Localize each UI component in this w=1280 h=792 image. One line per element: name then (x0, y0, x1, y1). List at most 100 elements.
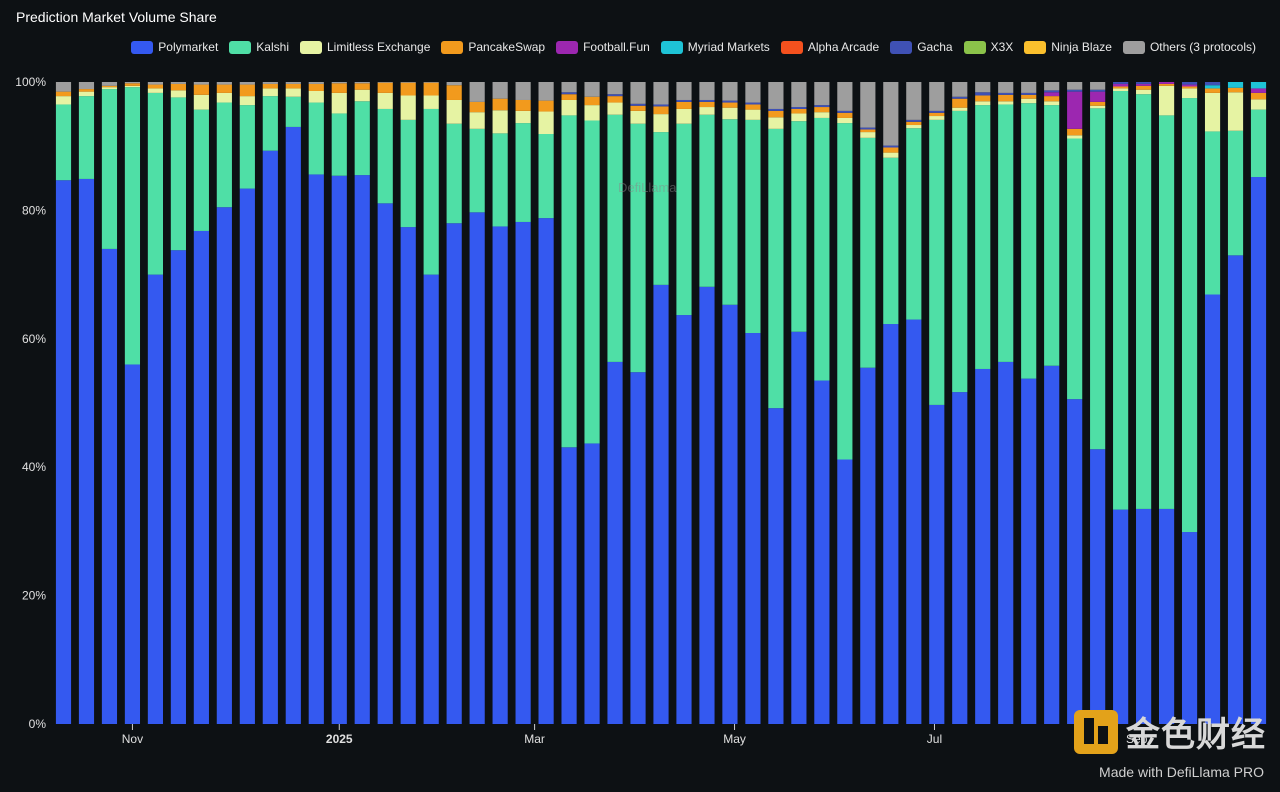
bar-segment[interactable] (239, 84, 255, 97)
bar-segment[interactable] (1067, 82, 1083, 90)
bar-segment[interactable] (653, 104, 669, 107)
bar-segment[interactable] (768, 117, 784, 129)
bar-segment[interactable] (998, 104, 1014, 362)
bar-segment[interactable] (860, 127, 876, 130)
bar-segment[interactable] (745, 102, 761, 105)
bar-segment[interactable] (722, 102, 738, 108)
bar-segment[interactable] (1090, 82, 1106, 90)
bar-segment[interactable] (699, 99, 715, 102)
bar-segment[interactable] (331, 92, 347, 114)
bar-segment[interactable] (1113, 509, 1129, 724)
bar-segment[interactable] (354, 89, 370, 102)
bar-segment[interactable] (469, 112, 485, 129)
bar-segment[interactable] (124, 83, 141, 86)
bar-segment[interactable] (308, 174, 324, 724)
bar-segment[interactable] (354, 83, 370, 90)
bar-segment[interactable] (906, 319, 922, 724)
bar-segment[interactable] (193, 109, 209, 231)
bar-segment[interactable] (699, 286, 715, 724)
bar-segment[interactable] (768, 110, 784, 118)
bar-segment[interactable] (78, 91, 95, 97)
bar-segment[interactable] (377, 82, 393, 83)
bar-segment[interactable] (929, 404, 945, 724)
bar-segment[interactable] (906, 121, 922, 126)
legend-item[interactable]: X3X (963, 40, 1013, 54)
bar-segment[interactable] (492, 98, 508, 111)
bar-segment[interactable] (1181, 532, 1198, 724)
bar-segment[interactable] (906, 125, 922, 129)
bar-segment[interactable] (722, 82, 738, 101)
bar-segment[interactable] (1090, 101, 1106, 106)
bar-segment[interactable] (1090, 89, 1106, 92)
bar-segment[interactable] (55, 82, 72, 92)
bar-segment[interactable] (1227, 255, 1244, 724)
bar-segment[interactable] (699, 101, 715, 108)
bar-segment[interactable] (998, 92, 1014, 95)
bar-segment[interactable] (216, 82, 232, 85)
bar-segment[interactable] (262, 82, 278, 84)
bar-segment[interactable] (837, 123, 853, 460)
bar-segment[interactable] (1044, 92, 1060, 97)
bar-segment[interactable] (1250, 109, 1267, 178)
bar-segment[interactable] (1204, 294, 1221, 725)
bar-segment[interactable] (975, 95, 991, 102)
bar-segment[interactable] (791, 107, 807, 109)
bar-segment[interactable] (952, 98, 968, 108)
bar-segment[interactable] (170, 97, 186, 251)
bar-segment[interactable] (607, 96, 623, 103)
bar-segment[interactable] (1136, 94, 1152, 509)
bar-segment[interactable] (699, 82, 715, 100)
bar-segment[interactable] (1113, 86, 1129, 89)
bar-segment[interactable] (101, 85, 118, 88)
bar-segment[interactable] (1250, 92, 1267, 100)
bar-segment[interactable] (584, 443, 600, 724)
bar-segment[interactable] (1159, 82, 1175, 84)
bar-segment[interactable] (975, 105, 991, 369)
bar-segment[interactable] (124, 364, 141, 724)
bar-segment[interactable] (929, 119, 945, 405)
bar-segment[interactable] (400, 82, 416, 96)
bar-segment[interactable] (607, 114, 623, 362)
bar-segment[interactable] (1136, 89, 1152, 95)
bar-segment[interactable] (906, 82, 922, 120)
bar-segment[interactable] (745, 82, 761, 103)
bar-segment[interactable] (1227, 82, 1244, 88)
bar-segment[interactable] (492, 110, 508, 134)
bar-segment[interactable] (469, 101, 485, 113)
bar-segment[interactable] (55, 91, 72, 97)
bar-segment[interactable] (1136, 85, 1152, 90)
bar-segment[interactable] (814, 380, 830, 724)
bar-segment[interactable] (170, 83, 186, 91)
bar-segment[interactable] (1021, 98, 1037, 104)
bar-segment[interactable] (791, 113, 807, 122)
bar-segment[interactable] (630, 82, 646, 104)
bar-segment[interactable] (883, 145, 899, 148)
bar-segment[interactable] (147, 88, 163, 93)
bar-segment[interactable] (1044, 101, 1060, 106)
bar-segment[interactable] (101, 248, 118, 725)
bar-segment[interactable] (584, 96, 600, 106)
bar-segment[interactable] (308, 102, 324, 175)
bar-segment[interactable] (423, 108, 439, 275)
bar-segment[interactable] (630, 105, 646, 111)
bar-segment[interactable] (78, 82, 95, 90)
bar-segment[interactable] (400, 95, 416, 120)
bar-segment[interactable] (1090, 108, 1106, 450)
bar-segment[interactable] (285, 88, 301, 97)
bar-segment[interactable] (814, 112, 830, 118)
bar-segment[interactable] (400, 82, 416, 83)
bar-segment[interactable] (124, 85, 141, 88)
bar-segment[interactable] (952, 107, 968, 111)
bar-segment[interactable] (1181, 86, 1198, 89)
bar-segment[interactable] (55, 180, 72, 725)
bar-segment[interactable] (1044, 96, 1060, 102)
bar-segment[interactable] (78, 96, 95, 179)
bar-segment[interactable] (768, 108, 784, 111)
bar-segment[interactable] (193, 94, 209, 110)
bar-segment[interactable] (584, 82, 600, 97)
bar-segment[interactable] (354, 82, 370, 84)
bar-segment[interactable] (492, 226, 508, 724)
bar-segment[interactable] (1136, 82, 1152, 84)
bar-segment[interactable] (193, 230, 209, 724)
bar-segment[interactable] (1136, 508, 1152, 724)
